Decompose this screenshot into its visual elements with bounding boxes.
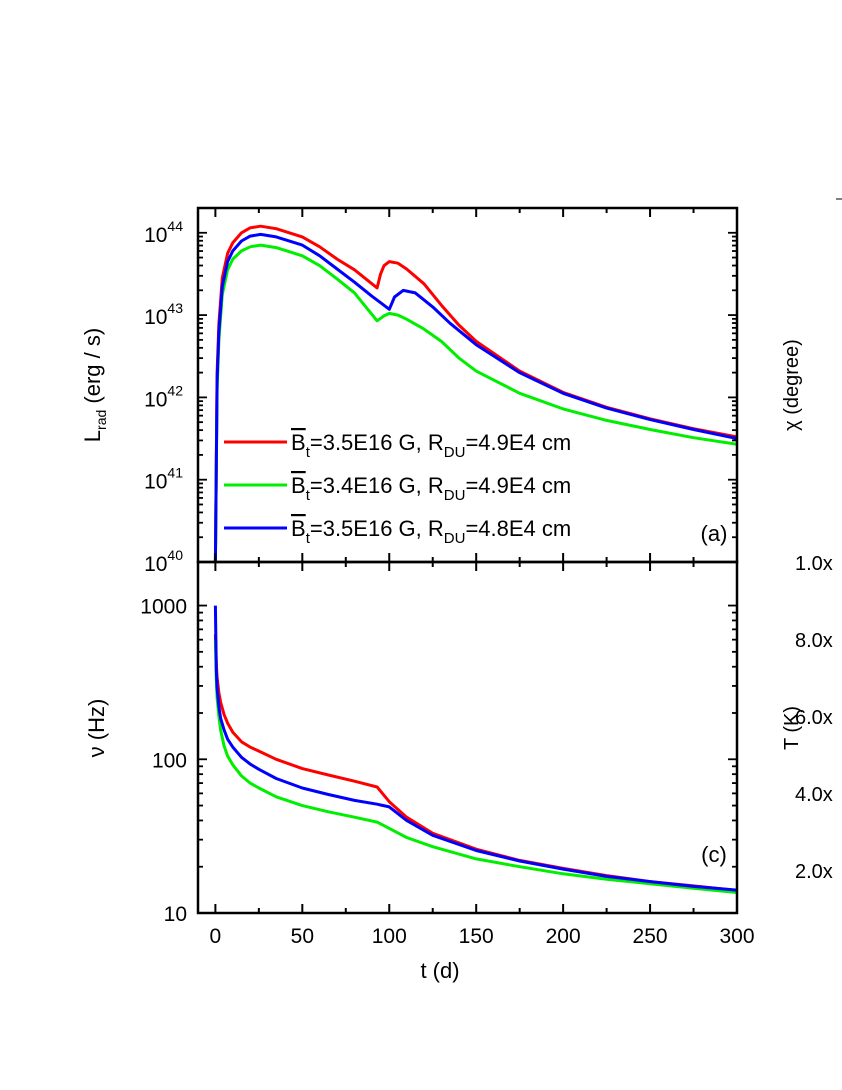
legend-entry-3: Bt=3.5E16 G, RDU=4.8E4 cm <box>224 516 571 547</box>
x-tick-label: 300 <box>719 925 754 948</box>
right-tick-label: 4.0x <box>795 784 833 806</box>
panel-a: 1040 1041 1042 1043 1044 <box>144 206 739 576</box>
x-tick-label: 250 <box>633 925 668 948</box>
series-line-1 <box>213 224 737 562</box>
x-tick-label: 200 <box>546 925 581 948</box>
plot-frame <box>196 206 739 564</box>
series-line-2 <box>213 639 737 894</box>
y-tick-label: 1044 <box>144 218 183 247</box>
y-tick-label: 1040 <box>144 547 183 576</box>
svg-text:Bt=3.5E16 G, RDU=4.9E4 cm: Bt=3.5E16 G, RDU=4.9E4 cm <box>291 430 571 461</box>
series-line-3 <box>213 605 737 892</box>
x-tick-label: 0 <box>210 925 222 948</box>
legend-entry-1: Bt=3.5E16 G, RDU=4.9E4 cm <box>224 430 571 461</box>
panel-c-ylabel: ν (Hz) <box>84 699 109 758</box>
series-line-1 <box>213 634 737 892</box>
y-tick-label: 100 <box>152 749 187 772</box>
series-line-2 <box>213 243 737 562</box>
panel-c-xlabel: t (d) <box>420 958 459 983</box>
plot-frame <box>196 560 739 915</box>
temperature-ylabel: T (K) <box>781 706 803 750</box>
y-tick-label: 1041 <box>144 465 183 494</box>
panel-a-label: (a) <box>701 521 728 546</box>
legend: Bt=3.5E16 G, RDU=4.9E4 cm Bt=3.4E16 G, R… <box>224 430 571 547</box>
panel-a-ylabel: Lrad (erg / s) <box>80 328 109 442</box>
right-partial-panels: χ (degree) T (K) 1.0x 8.0x 6.0x 4.0x 2.0… <box>781 198 842 883</box>
right-tick-label: 1.0x <box>795 553 833 575</box>
series-line-3 <box>213 232 737 562</box>
right-tick-label: 8.0x <box>795 630 833 652</box>
x-tick-label: 150 <box>459 925 494 948</box>
x-tick-label: 100 <box>372 925 407 948</box>
y-tick-label: 1043 <box>144 300 183 329</box>
y-tick-label: 10 <box>164 903 187 926</box>
y-tick-label: 1000 <box>140 596 187 619</box>
right-tick-label: 2.0x <box>795 861 833 883</box>
svg-text:Bt=3.5E16 G, RDU=4.8E4 cm: Bt=3.5E16 G, RDU=4.8E4 cm <box>291 516 571 547</box>
chi-ylabel: χ (degree) <box>781 339 803 431</box>
x-tick-label: 50 <box>291 925 314 948</box>
right-tick-label: 6.0x <box>795 707 833 729</box>
legend-entry-2: Bt=3.4E16 G, RDU=4.9E4 cm <box>224 473 571 504</box>
svg-text:Bt=3.4E16 G, RDU=4.9E4 cm: Bt=3.4E16 G, RDU=4.9E4 cm <box>291 473 571 504</box>
panel-c-label: (c) <box>701 842 727 867</box>
y-tick-label: 1042 <box>144 382 183 411</box>
panel-c: 10 100 1000 0 50 100 150 200 250 300 <box>140 560 755 948</box>
